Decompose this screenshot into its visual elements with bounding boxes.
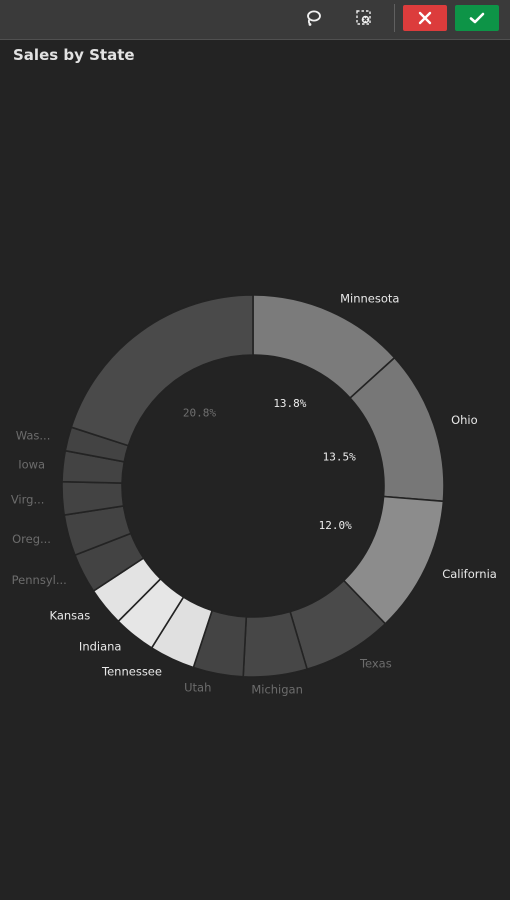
confirm-selection-button[interactable] bbox=[455, 5, 499, 31]
slice-label-virg: Virg... bbox=[11, 492, 45, 506]
toolbar-divider bbox=[394, 4, 395, 32]
value-label-minnesota: 13.8% bbox=[273, 397, 306, 410]
lasso-icon bbox=[307, 10, 321, 26]
close-icon bbox=[418, 11, 432, 25]
slice-label-pennsyl: Pennsyl... bbox=[12, 573, 67, 587]
selection-toolbar bbox=[0, 0, 510, 40]
slice-label-california: California bbox=[442, 567, 497, 581]
slice-label-indiana: Indiana bbox=[79, 640, 122, 654]
value-label-ohio: 13.5% bbox=[323, 451, 356, 464]
slice-label-tennessee: Tennessee bbox=[101, 665, 162, 679]
cancel-selection-button[interactable] bbox=[403, 5, 447, 31]
slice-label-kansas: Kansas bbox=[50, 609, 91, 623]
slice-label-utah: Utah bbox=[184, 681, 211, 695]
clear-selections-icon bbox=[356, 10, 371, 25]
chart-title: Sales by State bbox=[13, 46, 135, 64]
slice-label-minnesota: Minnesota bbox=[340, 292, 399, 306]
value-label-other: 20.8% bbox=[183, 406, 216, 419]
slice-label-oreg: Oreg... bbox=[12, 532, 51, 546]
clear-selections-button[interactable] bbox=[349, 5, 379, 31]
slice-label-ohio: Ohio bbox=[451, 413, 478, 427]
slice-label-michigan: Michigan bbox=[251, 683, 303, 697]
slice-label-iowa: Iowa bbox=[18, 458, 45, 472]
slice-other[interactable] bbox=[70, 294, 254, 447]
lasso-button[interactable] bbox=[298, 5, 328, 31]
slice-label-was: Was... bbox=[16, 428, 51, 442]
value-label-california: 12.0% bbox=[319, 519, 352, 532]
slice-label-texas: Texas bbox=[359, 656, 392, 670]
checkmark-icon bbox=[469, 12, 485, 24]
